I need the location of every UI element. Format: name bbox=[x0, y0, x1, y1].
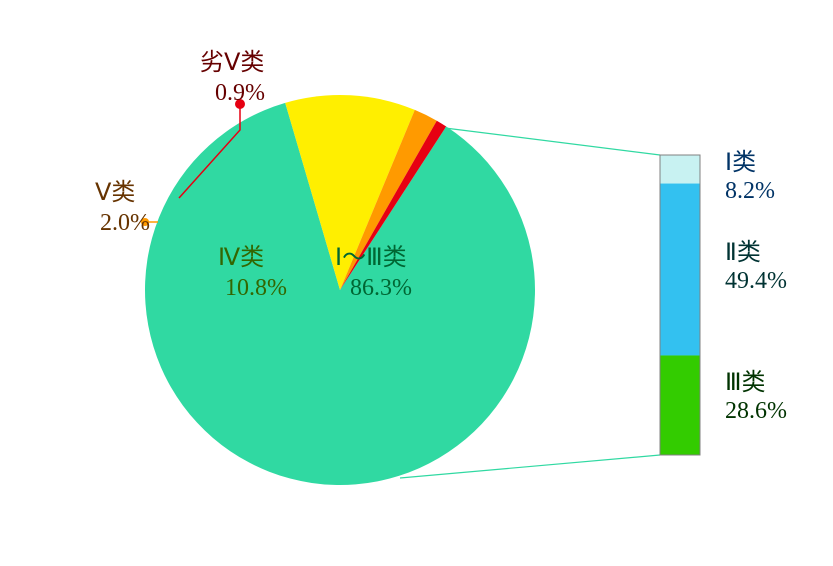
bar-label-b3: Ⅲ类 bbox=[725, 369, 766, 396]
bar-pct-b3: 28.6% bbox=[725, 398, 787, 424]
water-quality-chart: Ⅰ～Ⅲ类 86.3% Ⅳ类 10.8% Ⅴ类 2.0% 劣Ⅴ类 0.9% Ⅰ类8.2% Ⅱ类49.… bbox=[0, 0, 833, 566]
pie-pct-p13: 86.3% bbox=[350, 275, 412, 301]
pie-label-p13: Ⅰ～Ⅲ类 bbox=[335, 244, 407, 271]
bar-label-b1: Ⅰ类 bbox=[725, 149, 756, 176]
bar-pct-b1: 8.2% bbox=[725, 178, 775, 204]
pie-label-pw5: 劣Ⅴ类 bbox=[200, 49, 264, 76]
pie-pct-p5: 2.0% bbox=[100, 210, 150, 236]
pie-pct-p4: 10.8% bbox=[225, 275, 287, 301]
pie-label-p4: Ⅳ类 bbox=[218, 244, 264, 271]
bar-pct-b2: 49.4% bbox=[725, 268, 787, 294]
bar-seg-b2 bbox=[660, 184, 700, 356]
explode-line-bottom bbox=[400, 455, 660, 478]
bar-seg-b3 bbox=[660, 355, 700, 455]
bar-seg-b1 bbox=[660, 155, 700, 184]
bar-label-b2: Ⅱ类 bbox=[725, 239, 761, 266]
pie-pct-pw5: 0.9% bbox=[215, 80, 265, 106]
explode-line-top bbox=[445, 128, 660, 155]
pie-label-p5: Ⅴ类 bbox=[95, 179, 135, 206]
